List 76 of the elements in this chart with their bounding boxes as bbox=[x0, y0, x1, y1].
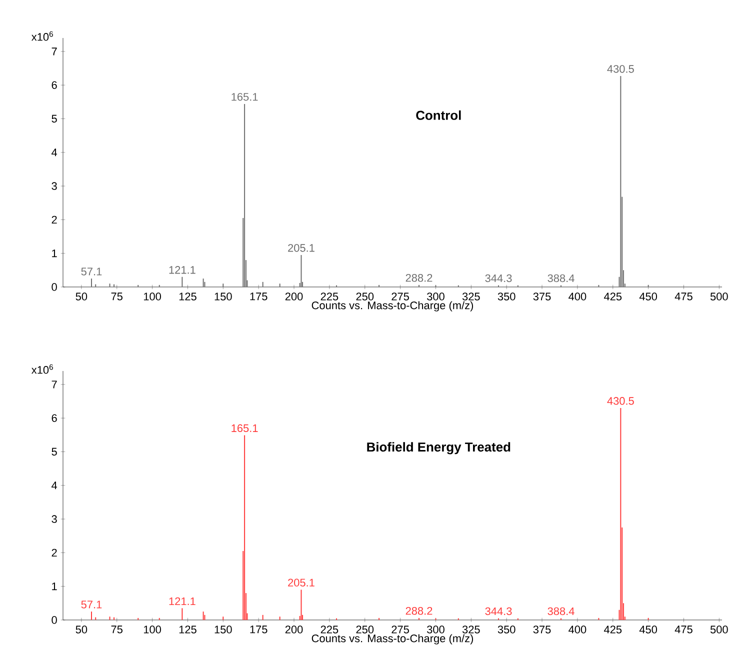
x-tick-label: 250 bbox=[356, 292, 374, 300]
annotation: 205.1 bbox=[288, 578, 314, 587]
text: x10$^{6}$ bbox=[32, 31, 53, 41]
x-tick-label: 250 bbox=[356, 626, 374, 634]
y-tick-label: 0 bbox=[52, 616, 57, 624]
y-tick-label: 7 bbox=[52, 48, 57, 56]
y-tick-label: 1 bbox=[52, 250, 57, 258]
annotation: 430.5 bbox=[607, 65, 634, 73]
x-tick-label: 100 bbox=[144, 292, 161, 300]
x-tick-label: 225 bbox=[320, 292, 338, 300]
text: Biofield Energy Treated bbox=[367, 442, 510, 454]
x-tick-label: 375 bbox=[533, 626, 551, 634]
x-tick-label: 75 bbox=[111, 292, 122, 300]
x-tick-label: 475 bbox=[674, 626, 692, 634]
annotation: 205.1 bbox=[288, 244, 314, 252]
x-tick-label: 425 bbox=[604, 292, 622, 300]
y-tick-label: 2 bbox=[52, 548, 57, 557]
y-tick-label: 5 bbox=[52, 114, 57, 123]
x-tick-label: 425 bbox=[604, 626, 622, 634]
annotation: 121.1 bbox=[169, 266, 196, 274]
x-tick-label: 400 bbox=[568, 626, 586, 634]
x-tick-label: 200 bbox=[285, 626, 303, 634]
x-tick-label: 125 bbox=[179, 626, 196, 634]
annotation: 165.1 bbox=[232, 92, 258, 101]
x-axis-title: Counts vs. Mass-to-Charge (m/z) bbox=[312, 301, 474, 312]
x-tick-label: 275 bbox=[392, 292, 409, 300]
x-tick-label: 75 bbox=[111, 626, 122, 634]
x-tick-label: 200 bbox=[285, 292, 303, 300]
x-tick-label: 300 bbox=[427, 292, 444, 300]
x-tick-label: 325 bbox=[462, 292, 480, 300]
x-tick-label: 175 bbox=[250, 292, 268, 300]
x-tick-label: 50 bbox=[76, 626, 88, 634]
y-tick-label: 6 bbox=[52, 81, 57, 89]
y-tick-label: 5 bbox=[52, 448, 57, 456]
x-tick-label: 300 bbox=[427, 626, 444, 634]
x-tick-label: 500 bbox=[710, 626, 728, 634]
annotation: 121.1 bbox=[169, 597, 196, 606]
text: x10$^{6}$ bbox=[32, 364, 53, 374]
y-tick-label: 2 bbox=[52, 216, 57, 224]
x-tick-label: 150 bbox=[214, 292, 232, 300]
x-tick-label: 325 bbox=[462, 626, 480, 634]
x-tick-label: 150 bbox=[214, 626, 232, 634]
x-tick-label: 400 bbox=[568, 292, 586, 300]
y-tick-label: 4 bbox=[52, 148, 58, 156]
y-tick-label: 0 bbox=[52, 283, 57, 291]
x-tick-label: 450 bbox=[639, 626, 658, 634]
annotation: 288.2 bbox=[406, 274, 432, 282]
y-tick-label: 7 bbox=[52, 380, 57, 388]
x-tick-label: 100 bbox=[144, 626, 161, 634]
annotation: 430.5 bbox=[607, 397, 634, 405]
annotation: 57.1 bbox=[81, 600, 102, 608]
x-axis-title: Counts vs. Mass-to-Charge (m/z) bbox=[312, 634, 474, 644]
annotation: 165.1 bbox=[232, 424, 258, 432]
x-tick-label: 350 bbox=[498, 292, 516, 300]
annotation: 388.4 bbox=[548, 274, 574, 282]
x-tick-label: 275 bbox=[392, 626, 409, 634]
x-tick-label: 475 bbox=[674, 292, 692, 300]
text: Control bbox=[416, 110, 461, 120]
y-tick-label: 3 bbox=[52, 515, 57, 523]
annotation: 57.1 bbox=[81, 268, 102, 276]
x-tick-label: 175 bbox=[250, 626, 268, 634]
annotation: 344.3 bbox=[485, 274, 512, 282]
x-tick-label: 50 bbox=[76, 292, 88, 300]
x-tick-label: 450 bbox=[639, 292, 658, 300]
x-tick-label: 375 bbox=[533, 292, 551, 300]
annotation: 388.4 bbox=[548, 607, 574, 616]
x-tick-label: 125 bbox=[179, 292, 196, 300]
y-tick-label: 1 bbox=[52, 582, 57, 590]
x-tick-label: 350 bbox=[498, 626, 516, 634]
x-tick-label: 225 bbox=[320, 626, 338, 634]
x-tick-label: 500 bbox=[710, 292, 728, 300]
y-tick-label: 3 bbox=[52, 182, 57, 190]
annotation: 344.3 bbox=[485, 607, 512, 616]
y-tick-label: 4 bbox=[52, 482, 58, 490]
y-tick-label: 6 bbox=[52, 414, 57, 422]
annotation: 288.2 bbox=[406, 607, 432, 615]
